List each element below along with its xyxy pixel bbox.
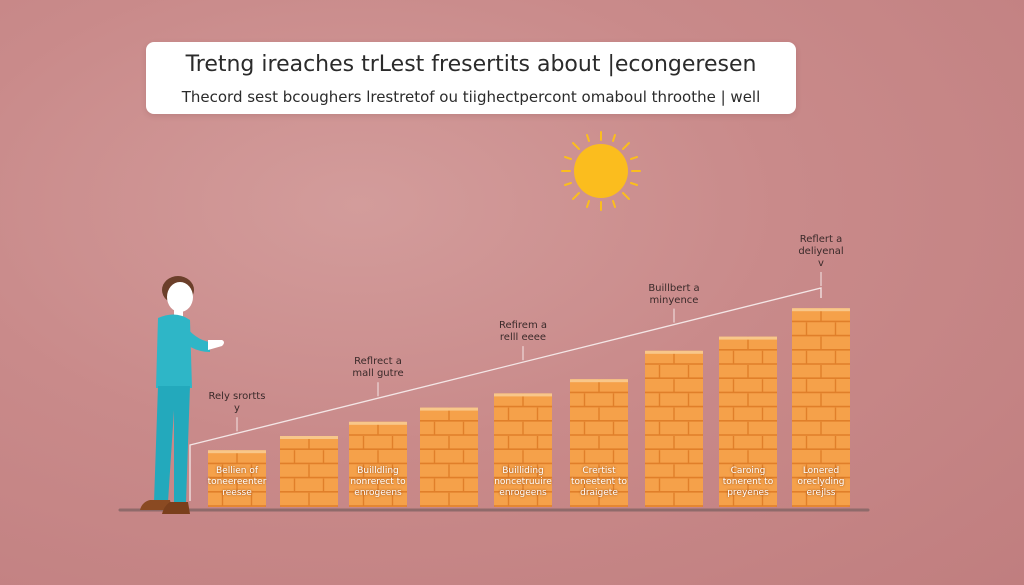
callout-label: Refirem a relll eeee (498, 320, 548, 344)
callout-label: Buillbert a minyence (648, 282, 700, 306)
brick-label: Crertist toneetent to draigete (570, 466, 627, 498)
callout-label: Rely srortts y (208, 391, 266, 415)
callout-label: Reflert a deliyenal v (798, 234, 844, 269)
brick-stack-2 (280, 436, 338, 507)
sun-icon (561, 131, 641, 211)
page-subtitle: Thecord sest bcoughers lrestretof ou tii… (181, 88, 761, 106)
brick-label: Bellien of toneereenter reesse (207, 466, 267, 498)
brick-label: Builliding noncetruuire enrogeens (494, 466, 552, 498)
brick-stack-6 (570, 379, 628, 507)
person-figure (140, 276, 224, 514)
brick-stack-9 (792, 308, 850, 507)
brick-label: Lonered oreclyding erejlss (797, 466, 845, 498)
brick-label: Caroing tonerent to preyenes (722, 466, 774, 498)
brick-stack-4 (420, 407, 478, 507)
brick-stack-1 (208, 450, 266, 507)
brick-stack-8 (719, 336, 777, 507)
brick-stack-3 (349, 421, 407, 507)
brick-stack-5 (494, 393, 552, 507)
header-card: Tretng ireaches trLest fresertits about … (146, 42, 796, 114)
callout-label: Reflrect a mall gutre (352, 356, 404, 380)
page-title: Tretng ireaches trLest fresertits about … (185, 52, 757, 77)
brick-stack-7 (645, 350, 703, 507)
progress-line (189, 287, 822, 501)
brick-label: Builldling nonrerect to enrogeens (350, 466, 406, 498)
